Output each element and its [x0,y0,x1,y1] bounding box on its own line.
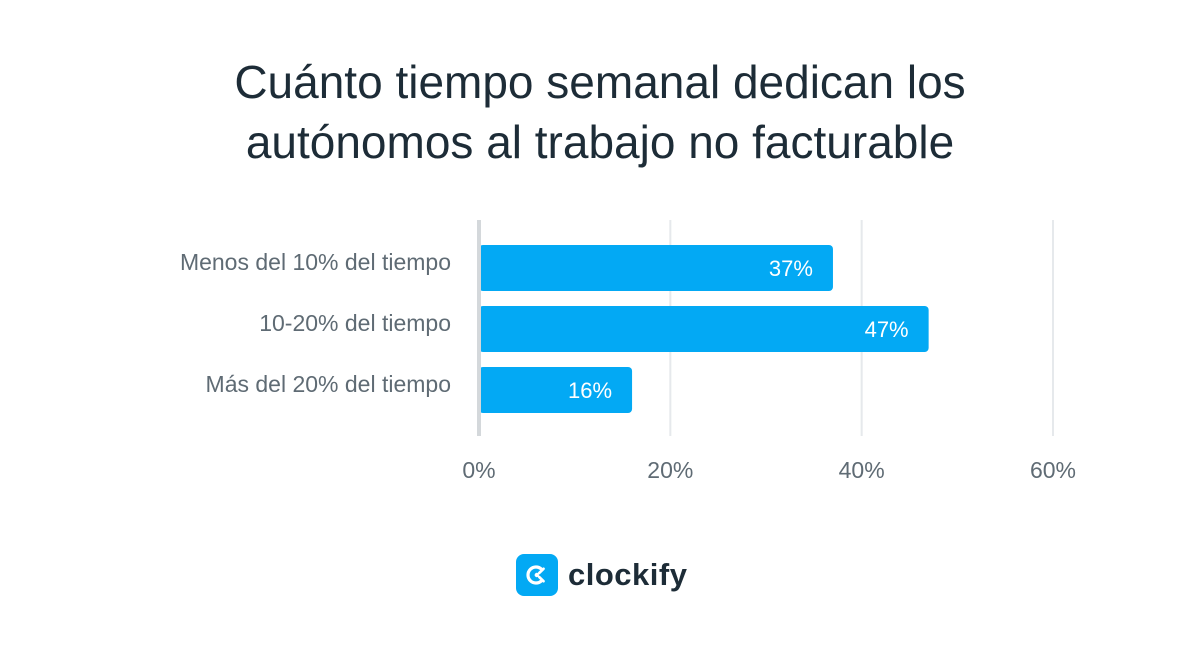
bar-2 [479,306,929,352]
x-tick-label-20: 20% [647,457,693,483]
chart-title-line-2: autónomos al trabajo no facturable [245,116,955,168]
x-tick-label-40: 40% [839,457,885,483]
category-label-3: Más del 20% del tiempo [206,371,451,397]
bar-value-label-3: 16% [568,378,612,403]
x-tick-label-0: 0% [462,457,495,483]
bar-value-label-2: 47% [865,317,909,342]
clockify-logo-icon [516,554,558,596]
bar-3 [479,367,633,413]
bar-1 [479,245,833,291]
category-label-1: Menos del 10% del tiempo [180,249,451,275]
bar-chart: 37% Menos del 10% del tiempo 47% 10-20% del… [180,220,1076,483]
x-tick-label-60: 60% [1030,457,1076,483]
chart-title: Cuánto tiempo semanal dedican los autóno… [0,52,1200,172]
category-label-2: 10-20% del tiempo [259,310,451,336]
clockify-logo-text: clockify [568,557,688,592]
bar-value-label-1: 37% [769,256,813,281]
clockify-logo: clockify [516,554,687,596]
chart-title-line-1: Cuánto tiempo semanal dedican los [234,56,966,108]
